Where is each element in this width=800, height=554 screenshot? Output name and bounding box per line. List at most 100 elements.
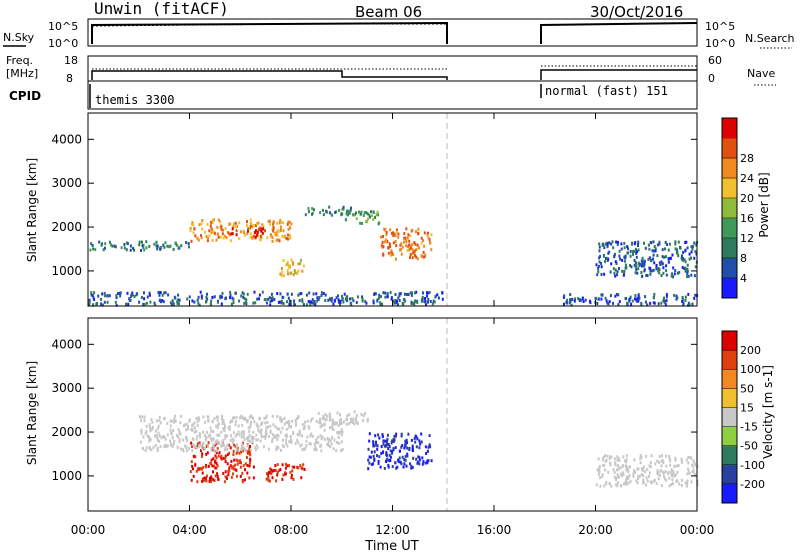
velocity-cell (327, 444, 330, 448)
power-cell (427, 300, 429, 304)
velocity-colorbar-swatch (722, 350, 737, 370)
power-cell (398, 292, 401, 296)
velocity-cell (625, 458, 628, 462)
velocity-cell (391, 451, 393, 455)
velocity-cell (315, 448, 318, 452)
power-cell (256, 229, 259, 232)
power-cell (156, 244, 159, 248)
power-cell (658, 271, 661, 275)
power-cell (657, 302, 660, 306)
power-cell (682, 258, 684, 262)
velocity-cell (207, 415, 210, 419)
power-cell (106, 294, 109, 298)
velocity-cell (694, 473, 696, 477)
power-cell (667, 260, 670, 264)
power-cell (170, 302, 173, 306)
power-cell (582, 300, 585, 303)
velocity-cell (284, 434, 287, 438)
power-cell (298, 299, 301, 303)
velocity-cell (207, 419, 210, 423)
power-cell (389, 291, 392, 295)
velocity-cell (271, 414, 274, 418)
power-cell (235, 233, 238, 237)
velocity-cell (243, 438, 246, 441)
velocity-cell (266, 420, 269, 424)
power-cell (618, 249, 621, 253)
velocity-cell (341, 448, 344, 451)
velocity-cell (648, 471, 651, 475)
power-cell (274, 233, 277, 237)
velocity-cell (375, 440, 377, 444)
x-tick-label: 16:00 (477, 523, 512, 537)
velocity-cell (319, 417, 322, 421)
velocity-cell (303, 467, 306, 471)
power-cell (298, 292, 301, 296)
power-cell (603, 246, 606, 250)
power-cell (209, 224, 212, 228)
velocity-cell (687, 455, 690, 459)
velocity-cell (400, 434, 403, 438)
power-cell (361, 298, 364, 301)
velocity-cell (232, 438, 235, 442)
velocity-cell (649, 465, 652, 469)
velocity-cell (333, 438, 336, 442)
power-cell (167, 245, 170, 249)
velocity-cell (283, 416, 286, 420)
velocity-cell (340, 422, 343, 425)
power-cell (598, 260, 601, 264)
power-cell (259, 234, 262, 238)
power-cell (406, 248, 409, 252)
power-cell (246, 220, 248, 224)
power-cell (143, 291, 145, 295)
power-cell (225, 296, 227, 300)
power-cell (630, 265, 633, 269)
power-cell (381, 302, 384, 306)
power-cell (635, 251, 638, 255)
velocity-cell (348, 413, 351, 417)
velocity-cell (217, 477, 220, 481)
velocity-cell (285, 427, 288, 431)
power-cell (288, 233, 291, 237)
velocity-cell (627, 481, 630, 485)
power-cell (604, 296, 607, 300)
power-cell (211, 221, 214, 225)
velocity-cell (170, 419, 173, 423)
velocity-cell (151, 427, 154, 431)
velocity-cell (614, 463, 617, 467)
velocity-cell (229, 434, 232, 438)
power-cell (624, 263, 627, 267)
power-cell (393, 232, 396, 236)
velocity-cell (296, 433, 299, 437)
power-cell (316, 296, 319, 300)
power-cell (210, 220, 213, 224)
velocity-cell (213, 479, 216, 483)
power-cell (441, 297, 444, 301)
power-cell (262, 224, 265, 228)
power-cell (645, 273, 648, 277)
power-cell (413, 302, 416, 306)
velocity-cell (235, 416, 238, 420)
power-cell (385, 233, 388, 237)
power-cell (287, 220, 290, 224)
power-cell (424, 253, 427, 257)
power-cell (616, 242, 619, 246)
velocity-cell (263, 435, 266, 439)
power-cell (320, 291, 323, 295)
power-cell (327, 298, 330, 302)
power-cell (378, 293, 381, 297)
velocity-cell (270, 472, 273, 475)
power-cell (652, 296, 655, 300)
power-cell (371, 214, 374, 218)
velocity-cell (665, 454, 667, 458)
power-cell (658, 242, 661, 246)
power-cell (211, 295, 214, 299)
velocity-cell (206, 451, 209, 455)
velocity-cell (207, 441, 210, 445)
power-cell (672, 275, 674, 279)
power-cell (416, 243, 419, 247)
power-cell (409, 234, 412, 238)
velocity-cell (345, 418, 348, 422)
velocity-colorbar-swatch (722, 483, 737, 504)
power-cell (113, 244, 116, 248)
